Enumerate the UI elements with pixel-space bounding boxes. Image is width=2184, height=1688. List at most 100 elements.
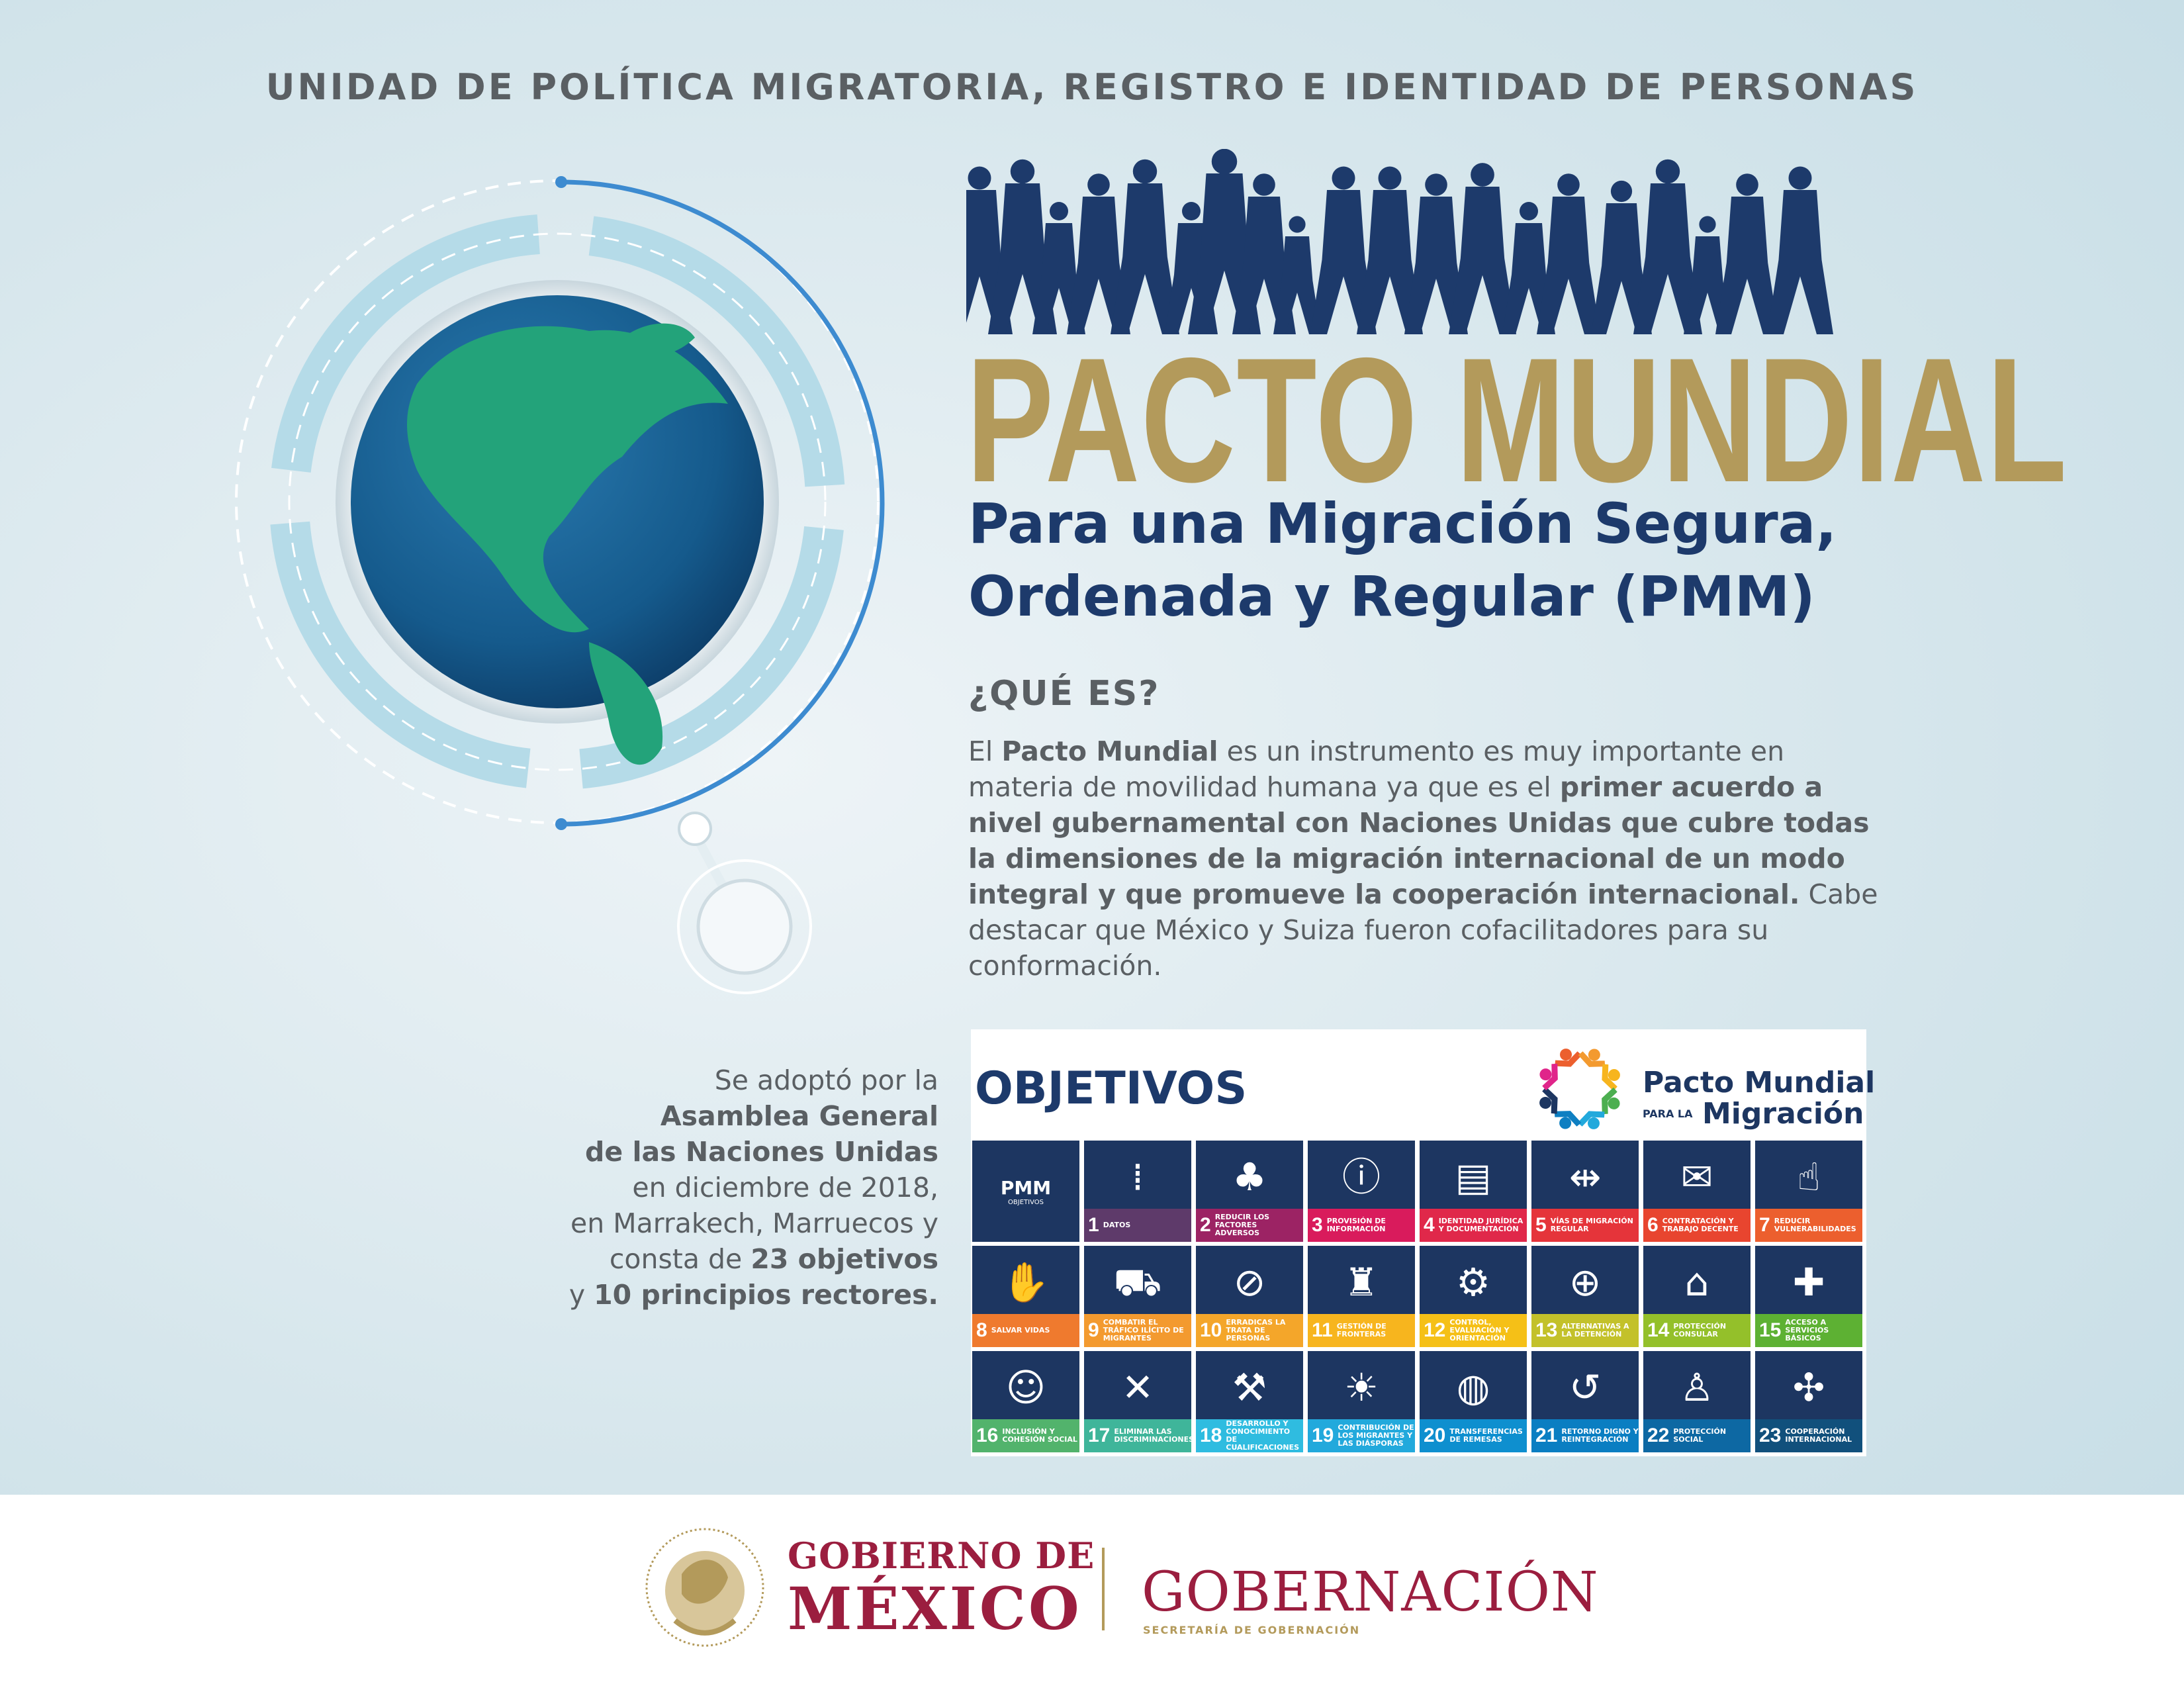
adoption-text: Se adoptó por la Asamblea General de las… bbox=[463, 1062, 938, 1313]
logo-person-mark bbox=[1602, 1064, 1620, 1092]
stamp-icon: ♜ bbox=[1344, 1260, 1379, 1305]
objective-band: 9 Combatir el tráfico ilícito de migrante… bbox=[1084, 1314, 1191, 1347]
health-key-icon: ✚ bbox=[1792, 1260, 1825, 1305]
objective-label: Protección social bbox=[1673, 1427, 1727, 1444]
objective-tile-16[interactable]: ☺ 16 Inclusión y cohesión social bbox=[972, 1351, 1079, 1452]
person-silhouette bbox=[1404, 173, 1468, 334]
objective-label: Combatir el tráfico ilícito de migrantes bbox=[1103, 1318, 1184, 1342]
objective-number: 19 bbox=[1312, 1425, 1334, 1446]
objective-label: Provisión de información bbox=[1326, 1217, 1386, 1233]
binary-data-icon: ⁞ bbox=[1131, 1154, 1144, 1199]
objective-tile-1[interactable]: ⁞ 1 Datos bbox=[1084, 1141, 1191, 1242]
objective-number: 12 bbox=[1424, 1319, 1446, 1341]
objective-tile-14[interactable]: ⌂ 14 Protección consular bbox=[1643, 1246, 1751, 1347]
objective-tile-23[interactable]: ✣ 23 Cooperación internacional bbox=[1755, 1351, 1862, 1452]
objective-band: 8 Salvar vidas bbox=[972, 1314, 1079, 1347]
objective-band: 14 Protección consular bbox=[1643, 1314, 1751, 1347]
objective-label: Reducir los factores adversos bbox=[1214, 1213, 1270, 1237]
objective-band: 20 Transferencias de remesas bbox=[1420, 1419, 1527, 1452]
objective-band: 19 Contribución de los migrantes y las di… bbox=[1308, 1419, 1415, 1452]
text: Cabe destacar que México y Suiza fueron … bbox=[968, 878, 1878, 982]
objective-tile-2[interactable]: ♣ 2 Reducir los factores adversos bbox=[1196, 1141, 1303, 1242]
objective-label: Salvar vidas bbox=[991, 1326, 1050, 1335]
logo-small: PARA LA bbox=[1643, 1107, 1693, 1120]
objective-number: 5 bbox=[1535, 1214, 1547, 1236]
objective-band: 21 Retorno digno y reintegración bbox=[1531, 1419, 1639, 1452]
objective-number: 18 bbox=[1200, 1425, 1222, 1446]
objective-number: 1 bbox=[1088, 1214, 1099, 1236]
objective-label: Contribución de los migrantes y las diás… bbox=[1338, 1423, 1414, 1448]
text: es un instrumento es muy importante en m… bbox=[968, 735, 1785, 803]
text: El bbox=[968, 735, 1002, 767]
logo-person-mark bbox=[1539, 1063, 1558, 1091]
objective-tile-11[interactable]: ♜ 11 Gestión de fronteras bbox=[1308, 1246, 1415, 1347]
objective-label: Transferencias de remesas bbox=[1449, 1427, 1523, 1444]
objective-tile-5[interactable]: ⇹ 5 Vías de migración regular bbox=[1531, 1141, 1639, 1242]
objective-band: 22 Protección social bbox=[1643, 1419, 1751, 1452]
objective-band: 2 Reducir los factores adversos bbox=[1196, 1209, 1303, 1242]
logo-person-mark bbox=[1539, 1086, 1558, 1114]
divider bbox=[1102, 1548, 1105, 1630]
objective-tile-10[interactable]: ⊘ 10 Erradicas la trata de personas bbox=[1196, 1246, 1303, 1347]
return-icon: ↺ bbox=[1569, 1365, 1602, 1410]
logo-person-mark bbox=[1577, 1111, 1605, 1129]
line: Asamblea General bbox=[660, 1100, 938, 1132]
person-silhouette bbox=[1273, 216, 1321, 334]
objective-tile-20[interactable]: ◍ 20 Transferencias de remesas bbox=[1420, 1351, 1527, 1452]
objective-tile-19[interactable]: ☀ 19 Contribución de los migrantes y las d… bbox=[1308, 1351, 1415, 1452]
objective-tile-6[interactable]: ✉ 6 Contratación y trabajo decente bbox=[1643, 1141, 1751, 1242]
objective-band: 1 Datos bbox=[1084, 1209, 1191, 1242]
objective-number: 23 bbox=[1759, 1425, 1782, 1446]
objectives-title: OBJETIVOS bbox=[975, 1062, 1248, 1115]
objective-tile-21[interactable]: ↺ 21 Retorno digno y reintegración bbox=[1531, 1351, 1639, 1452]
logo-person-mark bbox=[1578, 1049, 1606, 1067]
person-silhouette bbox=[1767, 166, 1833, 334]
migrants-silhouette-icon bbox=[966, 149, 1833, 334]
objective-band: 12 Control, evaluación y orientación bbox=[1420, 1314, 1527, 1347]
objective-tile-8[interactable]: ✋ 8 Salvar vidas bbox=[972, 1246, 1079, 1347]
line: de las Naciones Unidas bbox=[585, 1136, 938, 1168]
objective-tile-15[interactable]: ✚ 15 Acceso a servicios básicos bbox=[1755, 1246, 1862, 1347]
objective-band: 17 Eliminar las discriminaciones bbox=[1084, 1419, 1194, 1452]
objective-label: Gestión de fronteras bbox=[1336, 1322, 1387, 1338]
objective-tile-18[interactable]: ⚒ 18 Desarrollo y conocimiento de cualific… bbox=[1196, 1351, 1303, 1452]
objective-tile-13[interactable]: ⊕ 13 Alternativas a la detención bbox=[1531, 1246, 1639, 1347]
objective-tile-9[interactable]: ⛟ 9 Combatir el tráfico ilícito de migrant… bbox=[1084, 1246, 1191, 1347]
objective-band: 4 Identidad jurídica y documentación bbox=[1420, 1209, 1527, 1242]
objective-number: 9 bbox=[1088, 1319, 1099, 1341]
objective-tile-22[interactable]: ♙ 22 Protección social bbox=[1643, 1351, 1751, 1452]
objective-tile-4[interactable]: ▤ 4 Identidad jurídica y documentación bbox=[1420, 1141, 1527, 1242]
objective-tile-3[interactable]: ⓘ 3 Provisión de información bbox=[1308, 1141, 1415, 1242]
objective-band: 16 Inclusión y cohesión social bbox=[972, 1419, 1079, 1452]
objective-tile-7[interactable]: ☝ 7 Reducir vulnerabilidades bbox=[1755, 1141, 1862, 1242]
objective-band: 18 Desarrollo y conocimiento de cualifica… bbox=[1196, 1419, 1303, 1452]
objectives-panel: OBJETIVOS Pacto Mundial PARA LA Migració… bbox=[971, 1029, 1875, 1456]
bold-text: 10 principios rectores. bbox=[594, 1279, 938, 1311]
tree-icon: ♣ bbox=[1232, 1154, 1267, 1199]
objective-number: 21 bbox=[1535, 1425, 1558, 1446]
globe-illustration bbox=[235, 176, 885, 994]
que-es-paragraph: El Pacto Mundial es un instrumento es mu… bbox=[968, 733, 1882, 984]
reaching-hand-icon: ✋ bbox=[1001, 1260, 1050, 1305]
person-silhouette bbox=[1633, 159, 1702, 334]
subtitle-line2: Ordenada y Regular (PMM) bbox=[968, 564, 1815, 629]
mexico-text: MÉXICO bbox=[788, 1574, 1082, 1643]
objective-label: Inclusión y cohesión social bbox=[1002, 1427, 1077, 1444]
objective-number: 15 bbox=[1759, 1319, 1782, 1341]
pmm-objectives-tile: PMM OBJETIVOS bbox=[972, 1141, 1079, 1242]
objective-band: 23 Cooperación internacional bbox=[1755, 1419, 1862, 1452]
objective-number: 6 bbox=[1647, 1214, 1659, 1236]
objective-band: 7 Reducir vulnerabilidades bbox=[1755, 1209, 1862, 1242]
objective-band: 13 Alternativas a la detención bbox=[1531, 1314, 1639, 1347]
objective-label: Acceso a servicios básicos bbox=[1785, 1318, 1829, 1342]
objective-tile-12[interactable]: ⚙ 12 Control, evaluación y orientación bbox=[1420, 1246, 1527, 1347]
objective-number: 16 bbox=[976, 1425, 999, 1446]
line: en Marrakech, Marruecos y bbox=[570, 1207, 938, 1239]
subtitle-line1: Para una Migración Segura, bbox=[968, 491, 1837, 556]
objective-tile-17[interactable]: ✕ 17 Eliminar las discriminaciones bbox=[1084, 1351, 1194, 1452]
objective-label: Alternativas a la detención bbox=[1561, 1322, 1629, 1338]
objective-label: Contratación y trabajo decente bbox=[1662, 1217, 1739, 1233]
objective-number: 17 bbox=[1088, 1425, 1111, 1446]
id-card-icon: ▤ bbox=[1455, 1154, 1492, 1199]
objective-band: 10 Erradicas la trata de personas bbox=[1196, 1314, 1303, 1347]
